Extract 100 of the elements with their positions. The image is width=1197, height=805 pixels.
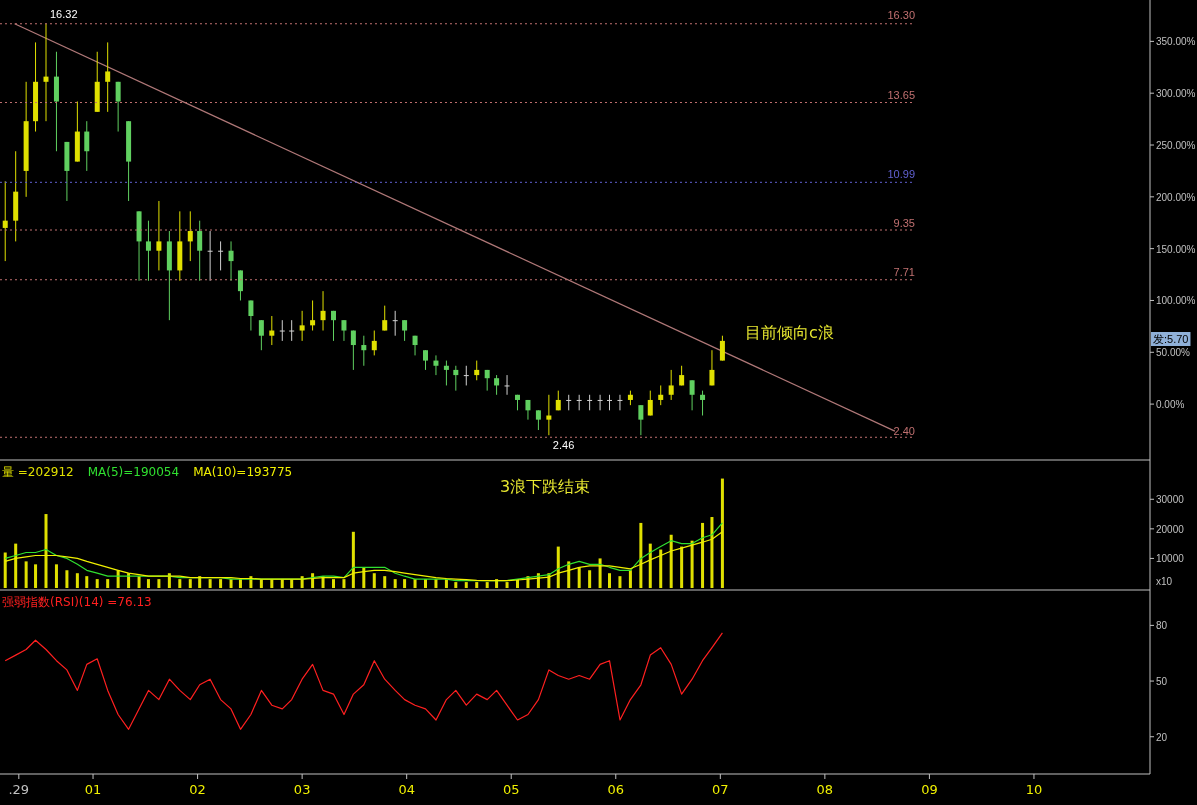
y-tick-label: 50.00%: [1156, 347, 1191, 359]
candlestick: [638, 404, 644, 436]
annotation: 目前倾向c浪: [745, 323, 834, 342]
candlestick: [299, 310, 305, 342]
y-tick-label: 0.00%: [1156, 399, 1185, 411]
candlestick: [494, 374, 500, 396]
annotation: 7.71: [893, 266, 915, 278]
bar: [188, 579, 192, 588]
candlestick: [617, 394, 623, 411]
bar: [198, 576, 202, 588]
x-tick-label: .29: [8, 782, 30, 797]
candlestick: [248, 299, 254, 332]
x-tick-label: 07: [712, 782, 729, 797]
bar: [3, 552, 7, 588]
bar: [137, 576, 141, 588]
y-tick-label: 300.00%: [1156, 88, 1196, 100]
annotation: 13.65: [887, 89, 915, 101]
bar: [65, 570, 69, 588]
candlestick: [504, 374, 510, 396]
bar: [598, 558, 602, 588]
candlestick: [443, 360, 449, 386]
x-tick-label: 10: [1025, 782, 1043, 797]
candlestick: [433, 354, 439, 376]
bar: [208, 579, 212, 588]
bar: [618, 576, 622, 588]
y-tick-label: 80: [1156, 620, 1168, 632]
candlestick: [331, 310, 336, 342]
annotation: 2.46: [552, 439, 575, 452]
x-tick-label: 04: [398, 782, 415, 797]
y-tick-label: 100.00%: [1156, 295, 1196, 307]
bar: [680, 546, 684, 588]
bar: [505, 582, 509, 588]
candlestick: [156, 200, 162, 271]
bar: [178, 579, 182, 588]
candlestick: [647, 390, 653, 417]
candlestick: [105, 41, 111, 113]
y-tick-label: 30000: [1156, 494, 1185, 506]
bar: [342, 579, 346, 588]
bar: [639, 522, 643, 588]
bar: [34, 564, 38, 588]
candlestick: [668, 369, 674, 401]
bar: [608, 573, 611, 588]
y-tick-label: 20000: [1156, 523, 1185, 535]
candlestick: [463, 365, 469, 386]
candlestick: [658, 384, 664, 406]
candlestick: [310, 299, 316, 332]
candlestick: [392, 310, 398, 337]
bar: [75, 573, 79, 588]
candlestick: [535, 409, 541, 431]
text: MA(5)=190054: [87, 465, 180, 479]
y-tick-label: 200.00%: [1156, 191, 1196, 203]
bar: [167, 573, 171, 588]
y-tick-label: 10000: [1156, 553, 1185, 565]
candlestick: [719, 335, 725, 362]
bar: [556, 546, 560, 588]
bar: [14, 543, 18, 588]
candlestick: [289, 319, 295, 342]
bar: [475, 582, 479, 588]
candlestick: [2, 180, 8, 262]
x-tick-label: 06: [607, 782, 625, 797]
bar: [146, 579, 150, 588]
x-tick-label: 09: [921, 782, 938, 797]
bar: [372, 573, 376, 588]
bar: [54, 564, 58, 588]
bar: [588, 570, 592, 588]
candlestick: [453, 365, 459, 392]
candlestick: [597, 394, 603, 411]
x-tick-label: 08: [816, 782, 834, 797]
candlestick: [84, 120, 90, 172]
candlestick: [709, 349, 715, 386]
annotation: 10.99: [887, 168, 915, 180]
annotation: 2.40: [893, 425, 915, 437]
bar: [351, 531, 355, 588]
y-tick-label: 50: [1156, 676, 1168, 688]
bar: [701, 522, 705, 588]
candlestick: [402, 319, 408, 342]
candlestick: [43, 23, 49, 122]
candlestick: [258, 319, 264, 351]
bar: [628, 570, 632, 588]
candlestick: [237, 269, 243, 301]
bar: [690, 540, 694, 588]
candlestick: [474, 360, 480, 381]
bar: [403, 579, 407, 588]
y-tick-label: 150.00%: [1156, 243, 1196, 255]
bar: [464, 582, 468, 588]
bar: [44, 514, 48, 588]
candlestick: [279, 319, 285, 342]
bar: [393, 579, 397, 588]
candlestick: [187, 210, 193, 262]
bar: [577, 567, 581, 588]
annotation: 3浪下跌结束: [500, 477, 591, 496]
bar: [219, 579, 223, 588]
candlestick: [228, 240, 234, 282]
candlestick: [546, 394, 552, 436]
bar: [95, 579, 99, 588]
bar: [383, 576, 387, 588]
annotation: 9.35: [893, 217, 915, 229]
text: 发:5.70: [1153, 333, 1189, 345]
bar: [720, 478, 724, 588]
candlestick: [689, 379, 695, 411]
